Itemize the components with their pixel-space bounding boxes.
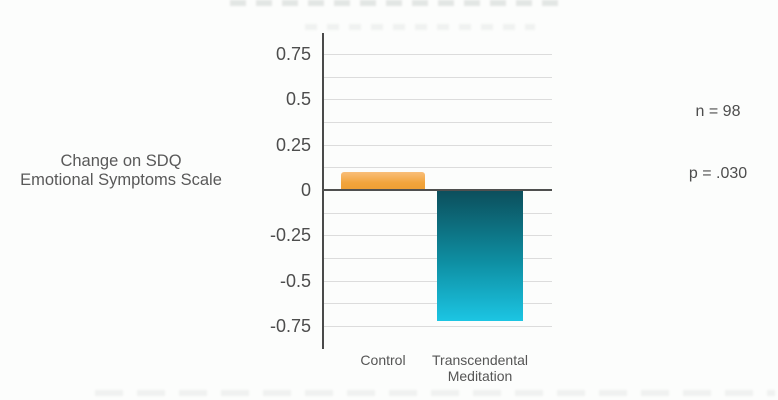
y-axis-title-line1: Change on SDQ	[60, 152, 182, 170]
y-axis-title: Change on SDQ Emotional Symptoms Scale	[5, 152, 237, 190]
x-category-label: Transcendental Meditation	[432, 352, 528, 384]
y-tick-label: 0	[300, 180, 311, 200]
gridline	[323, 145, 552, 146]
cropped-title-remnant-2	[305, 24, 535, 30]
gridline	[323, 54, 552, 55]
gridline	[323, 99, 552, 100]
bar-control	[341, 172, 425, 190]
annotation-sample-size: n = 98	[695, 103, 741, 120]
bar-transcendental-meditation	[437, 191, 523, 321]
gridline	[323, 167, 552, 168]
annotation-p-value: p = .030	[688, 165, 748, 182]
y-tick-label: -0.75	[269, 316, 311, 336]
x-category-label: Control	[360, 352, 406, 368]
y-tick-label: 0.25	[275, 135, 311, 155]
y-tick-label: -0.5	[279, 271, 311, 291]
y-tick-label: -0.25	[269, 225, 311, 245]
cropped-caption-remnant	[95, 390, 775, 396]
gridline	[323, 122, 552, 123]
y-axis-title-line2: Emotional Symptoms Scale	[20, 171, 222, 189]
zero-baseline	[322, 189, 552, 191]
y-axis-line	[322, 33, 324, 349]
y-tick-label: 0.5	[285, 89, 311, 109]
y-tick-label: 0.75	[275, 44, 311, 64]
cropped-title-remnant	[230, 0, 560, 6]
gridline	[323, 77, 552, 78]
gridline	[323, 326, 552, 327]
